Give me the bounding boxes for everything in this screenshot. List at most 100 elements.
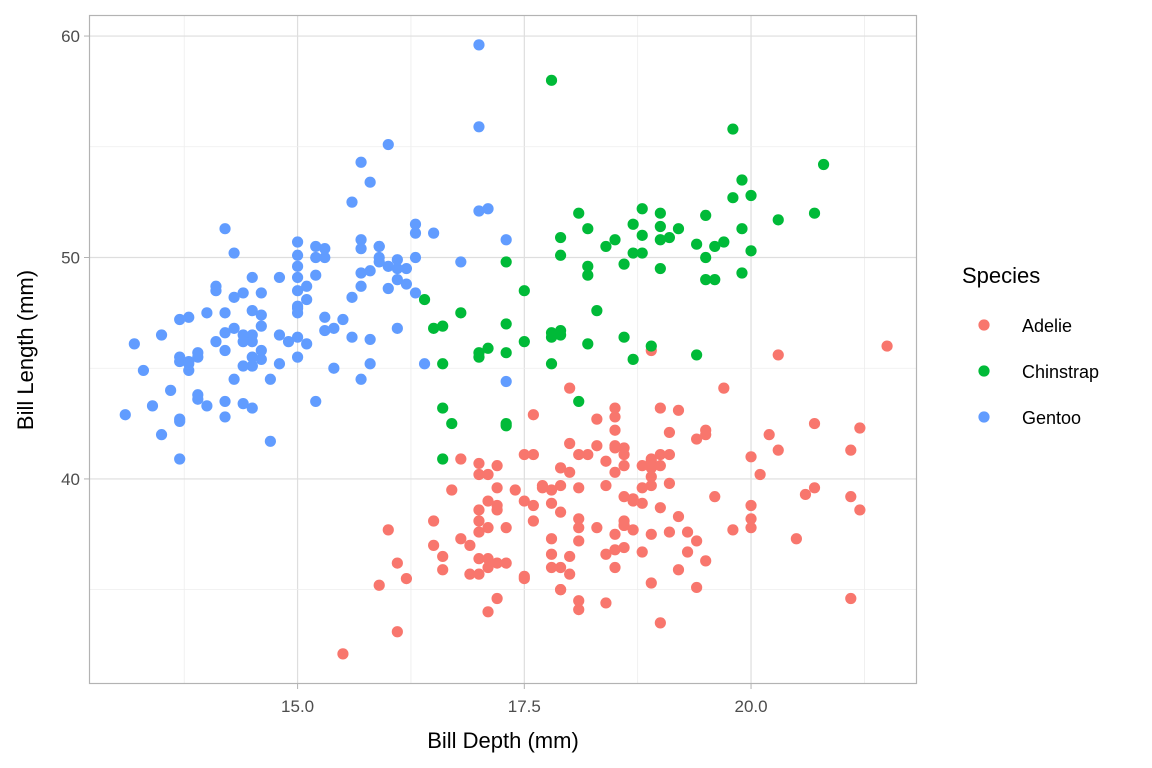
data-point-adelie — [663, 426, 676, 439]
data-point-chinstrap — [645, 340, 657, 352]
legend-item-adelie: Adelie — [978, 316, 1072, 336]
data-point-adelie — [482, 606, 494, 618]
data-point-adelie — [636, 546, 648, 558]
data-point-gentoo — [310, 269, 322, 281]
data-point-chinstrap — [808, 207, 821, 219]
data-point-chinstrap — [736, 223, 748, 235]
data-point-gentoo — [255, 344, 267, 357]
data-point-adelie — [663, 526, 676, 538]
data-point-gentoo — [346, 331, 358, 343]
data-point-gentoo — [119, 409, 131, 421]
y-tick-label: 60 — [61, 27, 80, 46]
data-point-chinstrap — [591, 305, 603, 317]
series-chinstrap — [418, 74, 830, 465]
data-point-gentoo — [246, 305, 258, 317]
data-point-chinstrap — [518, 285, 530, 297]
data-point-adelie — [618, 541, 630, 554]
data-point-adelie — [391, 557, 403, 569]
data-point-gentoo — [355, 156, 367, 168]
data-point-gentoo — [473, 39, 485, 51]
data-point-adelie — [772, 444, 784, 456]
data-point-gentoo — [210, 336, 222, 348]
data-point-gentoo — [146, 400, 159, 412]
data-point-chinstrap — [545, 331, 558, 343]
data-point-chinstrap — [554, 324, 567, 337]
data-point-adelie — [482, 522, 494, 534]
data-point-gentoo — [201, 307, 213, 319]
data-point-gentoo — [382, 282, 394, 295]
data-point-gentoo — [291, 307, 304, 319]
data-point-chinstrap — [700, 251, 712, 264]
data-point-gentoo — [228, 322, 240, 334]
data-point-gentoo — [391, 262, 403, 275]
data-point-gentoo — [282, 336, 295, 348]
data-point-adelie — [845, 491, 857, 503]
data-point-adelie — [473, 526, 485, 538]
data-point-adelie — [754, 468, 766, 481]
data-point-gentoo — [174, 355, 186, 368]
data-point-gentoo — [174, 413, 186, 425]
data-point-gentoo — [219, 344, 231, 357]
data-point-gentoo — [273, 271, 286, 284]
data-point-adelie — [564, 550, 576, 563]
series-adelie — [337, 340, 893, 660]
x-axis-title: Bill Depth (mm) — [427, 728, 579, 753]
y-axis-ticks: 40 50 60 — [61, 27, 89, 489]
data-point-chinstrap — [437, 453, 449, 465]
data-point-chinstrap — [654, 234, 666, 246]
data-point-chinstrap — [582, 260, 594, 272]
data-point-gentoo — [128, 338, 140, 350]
data-point-adelie — [609, 411, 621, 423]
data-point-chinstrap — [636, 247, 648, 259]
data-point-gentoo — [155, 329, 168, 341]
data-point-adelie — [491, 592, 503, 605]
data-point-adelie — [600, 597, 612, 609]
data-point-adelie — [527, 409, 539, 421]
y-tick-label: 40 — [61, 470, 80, 489]
data-point-adelie — [518, 495, 530, 507]
data-point-gentoo — [165, 384, 177, 396]
data-point-adelie — [518, 570, 530, 582]
data-point-adelie — [473, 468, 485, 481]
data-point-adelie — [464, 539, 476, 551]
data-point-chinstrap — [500, 256, 512, 268]
data-point-gentoo — [328, 322, 340, 334]
data-point-adelie — [473, 568, 485, 580]
y-tick-label: 50 — [61, 248, 80, 267]
data-point-gentoo — [219, 327, 231, 339]
data-point-gentoo — [301, 280, 313, 292]
data-point-adelie — [609, 544, 621, 556]
data-point-gentoo — [237, 336, 249, 348]
data-point-gentoo — [291, 351, 304, 363]
data-point-adelie — [636, 482, 648, 494]
data-point-gentoo — [418, 358, 431, 370]
data-point-chinstrap — [482, 342, 494, 354]
data-point-gentoo — [409, 227, 422, 239]
legend-key — [978, 365, 990, 377]
data-point-adelie — [482, 561, 494, 574]
data-point-adelie — [745, 499, 757, 512]
data-point-gentoo — [291, 271, 304, 284]
data-point-gentoo — [255, 353, 267, 365]
data-point-adelie — [672, 404, 685, 416]
data-point-adelie — [545, 533, 558, 545]
data-point-chinstrap — [554, 231, 567, 244]
data-point-gentoo — [246, 351, 258, 363]
data-point-adelie — [455, 453, 467, 465]
legend-item-chinstrap: Chinstrap — [978, 362, 1099, 382]
data-point-gentoo — [255, 309, 267, 321]
data-point-gentoo — [328, 362, 340, 374]
data-point-chinstrap — [727, 123, 739, 135]
data-point-gentoo — [391, 322, 403, 334]
data-point-gentoo — [355, 267, 367, 279]
data-point-adelie — [554, 479, 567, 492]
data-point-gentoo — [310, 240, 322, 253]
data-point-chinstrap — [554, 249, 567, 261]
data-point-chinstrap — [700, 209, 712, 222]
data-point-adelie — [645, 528, 657, 540]
data-point-gentoo — [310, 395, 322, 408]
data-point-chinstrap — [428, 322, 440, 334]
data-point-chinstrap — [618, 258, 630, 270]
data-point-adelie — [645, 577, 657, 589]
data-point-gentoo — [137, 364, 150, 377]
